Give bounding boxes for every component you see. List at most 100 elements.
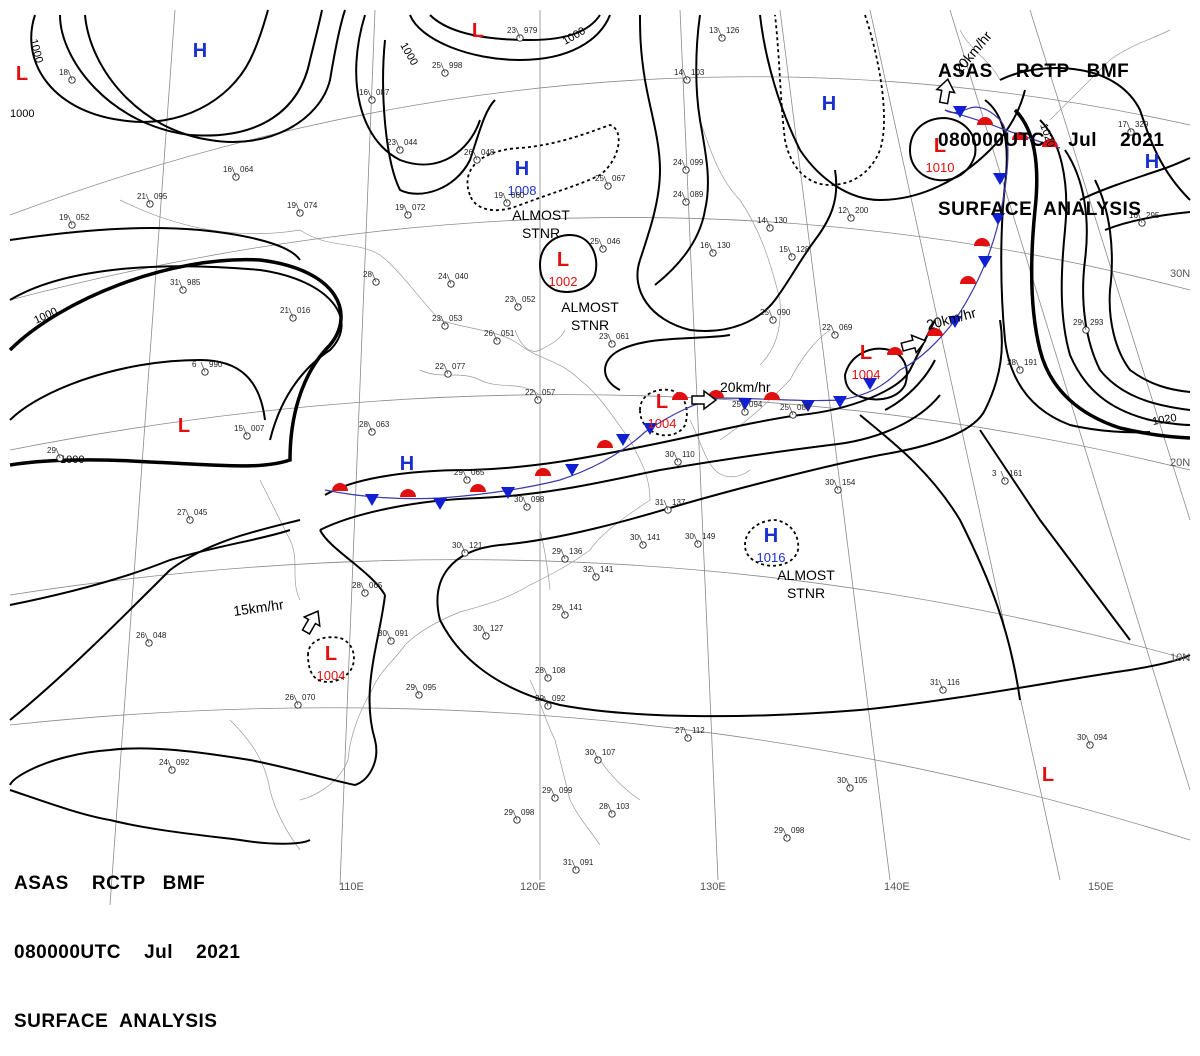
wind-barb xyxy=(1000,470,1006,482)
wind-barb xyxy=(1015,359,1021,371)
station-temperature: 17 xyxy=(1118,120,1127,129)
station-pressure: 098 xyxy=(521,808,535,817)
station-pressure: 092 xyxy=(552,694,566,703)
wind-barb xyxy=(395,139,401,151)
station-plot: 14 103 xyxy=(674,68,705,84)
station-pressure: 137 xyxy=(672,498,686,507)
coastlines xyxy=(119,29,1171,851)
station-plot: 28 063 xyxy=(359,420,390,436)
station-temperature: 30 xyxy=(473,624,482,633)
station-pressure: 141 xyxy=(600,565,614,574)
longitude-label: 130E xyxy=(700,881,726,893)
station-temperature: 32 xyxy=(583,565,592,574)
station-pressure: 044 xyxy=(404,138,418,147)
latitude-label: 20N xyxy=(1170,457,1190,469)
station-temperature: 30 xyxy=(1077,733,1086,742)
station-pressure: 094 xyxy=(1094,733,1108,742)
station-plot: 29 136 xyxy=(552,547,583,563)
pressure-center-value: 1002 xyxy=(549,274,578,289)
weather-map: H L L H 1008 L 1002 H L 1010 H L 1004 L 1004 L H H 1016 L 10… xyxy=(8,9,1191,906)
station-pressure: 149 xyxy=(702,532,716,541)
wind-barb xyxy=(1085,734,1091,746)
station-plot: 25 090 xyxy=(760,308,791,324)
station-temperature: 22 xyxy=(525,388,534,397)
annotations: ALMOST STNR ALMOST STNR ALMOST STNR xyxy=(512,207,835,601)
station-temperature: 19 xyxy=(395,203,404,212)
wind-barb xyxy=(638,534,644,546)
station-plot: 29 098 xyxy=(504,808,535,824)
header-line-2: 080000UTC Jul 2021 xyxy=(14,942,241,963)
wind-barb xyxy=(414,684,420,696)
wind-barb xyxy=(440,315,446,327)
station-plot: 29 098 xyxy=(774,826,805,842)
wind-barb xyxy=(673,451,679,463)
station-temperature: 24 xyxy=(159,758,168,767)
high-pressure-center: H xyxy=(1145,151,1159,173)
station-pressure: 070 xyxy=(302,693,316,702)
wind-barb xyxy=(1081,319,1087,331)
cold-front-symbol xyxy=(991,213,1005,225)
station-plot: 13 126 xyxy=(709,26,740,42)
station-plot: 28 065 xyxy=(352,581,383,597)
movement-speed: 15km/hr xyxy=(232,596,285,619)
station-pressure: 103 xyxy=(691,68,705,77)
station-temperature: 21 xyxy=(137,192,146,201)
isobars xyxy=(8,9,1191,845)
warm-front-symbol xyxy=(470,484,486,492)
station-plot: 23 053 xyxy=(432,314,463,330)
cold-front-symbol xyxy=(948,316,962,328)
station-temperature: 31 xyxy=(930,678,939,687)
warm-front-symbol xyxy=(764,392,780,400)
wind-barb xyxy=(403,204,409,216)
station-pressure: 090 xyxy=(777,308,791,317)
cold-front-symbol xyxy=(616,434,630,446)
station-temperature: 28 xyxy=(359,420,368,429)
station-pressure: 089 xyxy=(690,190,704,199)
station-temperature: 19 xyxy=(287,201,296,210)
station-pressure: 074 xyxy=(304,201,318,210)
station-pressure: 069 xyxy=(839,323,853,332)
low-pressure-center: L xyxy=(16,63,28,85)
station-plot: 16 064 xyxy=(223,165,254,181)
station-pressure: 200 xyxy=(855,206,869,215)
station-pressure: 085 xyxy=(797,403,811,412)
wind-barb xyxy=(67,214,73,226)
station-temperature: 23 xyxy=(599,332,608,341)
wind-barb xyxy=(740,401,746,413)
station-temperature: 13 xyxy=(709,26,718,35)
wind-barb xyxy=(717,27,723,39)
station-temperature: 24 xyxy=(673,190,682,199)
station-pressure: 065 xyxy=(369,581,383,590)
pressure-center-value: 1004 xyxy=(317,668,346,683)
station-plot: 26 048 xyxy=(464,148,495,164)
cold-front-symbol xyxy=(433,498,447,510)
station-pressure: 136 xyxy=(569,547,583,556)
cold-front-symbol xyxy=(801,400,815,412)
cold-front-symbol xyxy=(993,173,1007,185)
station-plot: 17 329 xyxy=(1118,120,1149,136)
station-pressure: 112 xyxy=(692,726,705,735)
station-pressure: 108 xyxy=(552,666,566,675)
station-plot: 31 116 xyxy=(930,678,960,694)
wind-barb xyxy=(446,273,452,285)
station-pressure: 087 xyxy=(376,88,390,97)
wind-barb xyxy=(607,803,613,815)
station-plot: 29 065 xyxy=(454,468,485,484)
station-plot: 22 069 xyxy=(822,323,853,339)
station-pressure: 990 xyxy=(209,360,223,369)
wind-barb xyxy=(593,749,599,761)
station-pressure: 060 xyxy=(511,191,525,200)
wind-barb xyxy=(367,421,373,433)
station-pressure: 072 xyxy=(412,203,426,212)
wind-barb xyxy=(591,566,597,578)
cold-front-symbol xyxy=(738,398,752,410)
high-pressure-center: H xyxy=(193,40,207,62)
station-temperature: 15 xyxy=(234,424,243,433)
stationary-note: STNR xyxy=(522,225,560,241)
low-pressure-center: L xyxy=(656,391,668,413)
wind-barb xyxy=(693,533,699,545)
station-plot: 30 098 xyxy=(514,495,545,511)
station-plot: 30 107 xyxy=(585,748,616,764)
station-temperature: 24 xyxy=(438,272,447,281)
longitude-label: 140E xyxy=(884,881,910,893)
